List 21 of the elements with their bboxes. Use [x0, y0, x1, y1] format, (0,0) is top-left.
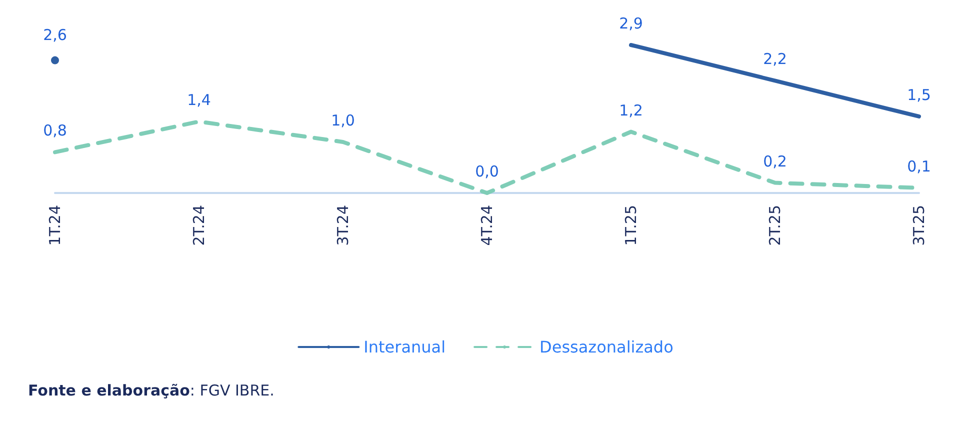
data-label: 1,4 — [187, 91, 211, 110]
data-label: 1,5 — [907, 86, 931, 104]
x-tick-label: 3T.25 — [910, 205, 928, 246]
data-label: 2,2 — [763, 50, 787, 68]
source-note: Fonte e elaboração: FGV IBRE. — [28, 382, 274, 400]
legend-label: Interanual — [364, 338, 446, 356]
data-label: 0,1 — [907, 157, 931, 176]
data-label: 0,8 — [43, 122, 67, 140]
x-tick-label: 1T.25 — [622, 205, 640, 246]
x-tick-label: 2T.24 — [190, 205, 208, 246]
data-label: 0,0 — [475, 162, 499, 180]
x-tick-label: 3T.24 — [334, 205, 352, 246]
x-tick-label: 2T.25 — [766, 205, 784, 246]
x-tick-label: 4T.24 — [478, 205, 496, 246]
data-label: 1,0 — [331, 111, 355, 130]
x-tick-label: 1T.24 — [46, 205, 64, 246]
data-label: 2,6 — [43, 26, 67, 44]
legend-label: Dessazonalizado — [540, 338, 674, 356]
data-label: 0,2 — [763, 152, 787, 170]
data-label: 1,2 — [619, 101, 643, 120]
data-label: 2,9 — [619, 14, 643, 32]
